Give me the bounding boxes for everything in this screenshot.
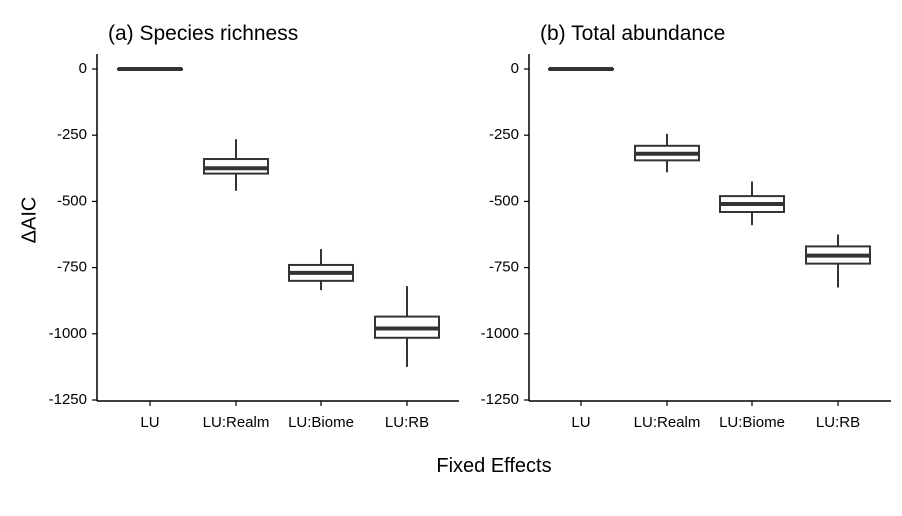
y-tick-label: -1250 [481, 391, 519, 408]
y-tick-label: -750 [489, 259, 519, 276]
x-tick-label: LU [140, 414, 159, 431]
y-tick-label: 0 [79, 60, 87, 77]
y-tick-label: -500 [57, 192, 87, 209]
x-tick-label: LU:Realm [203, 414, 270, 431]
x-tick-label: LU [571, 414, 590, 431]
y-axis-label: ΔAIC [18, 197, 40, 244]
y-tick-label: -1000 [49, 325, 87, 342]
y-tick-label: -500 [489, 192, 519, 209]
y-tick-label: -1250 [49, 391, 87, 408]
y-tick-label: 0 [511, 60, 519, 77]
y-tick-label: -250 [489, 126, 519, 143]
x-tick-label: LU:RB [816, 414, 860, 431]
x-tick-label: LU:Biome [719, 414, 785, 431]
y-tick-label: -1000 [481, 325, 519, 342]
x-axis-label: Fixed Effects [436, 455, 551, 477]
y-tick-label: -750 [57, 259, 87, 276]
x-tick-label: LU:Biome [288, 414, 354, 431]
panel-title: (b) Total abundance [540, 22, 725, 45]
x-tick-label: LU:RB [385, 414, 429, 431]
panel-title: (a) Species richness [108, 22, 298, 45]
y-tick-label: -250 [57, 126, 87, 143]
x-tick-label: LU:Realm [634, 414, 701, 431]
